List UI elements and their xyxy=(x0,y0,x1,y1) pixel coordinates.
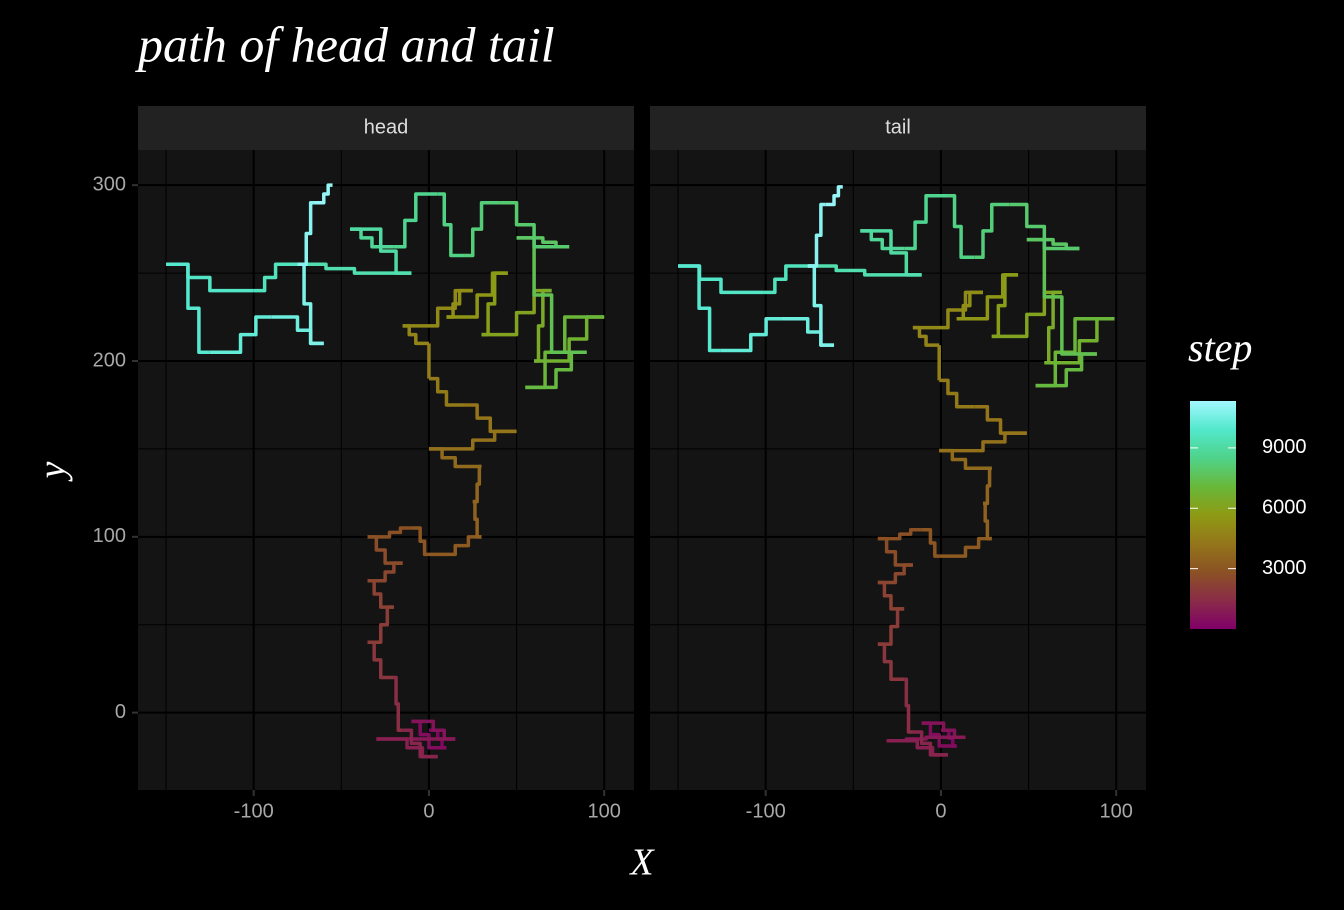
path-segment xyxy=(904,193,948,251)
x-tick-label: 100 xyxy=(1100,800,1133,822)
path-segment xyxy=(166,262,210,354)
path-segment xyxy=(720,317,782,353)
panel xyxy=(650,150,1146,790)
path-segment xyxy=(877,528,922,541)
path-segment xyxy=(939,378,975,409)
path-segment xyxy=(763,264,808,295)
legend-title: step xyxy=(1188,325,1252,370)
path-segment xyxy=(402,728,438,759)
path-segment xyxy=(678,264,721,353)
facet-label: head xyxy=(364,116,409,138)
path-segment xyxy=(904,677,913,734)
path-segment xyxy=(807,264,922,277)
chart-title: path of head and tail xyxy=(135,16,555,72)
path-segment xyxy=(393,675,403,732)
path-segment xyxy=(499,200,570,249)
path-segment xyxy=(393,192,438,249)
path-segment xyxy=(947,193,975,260)
path-segment xyxy=(463,200,500,258)
path-segment xyxy=(209,315,272,354)
colorbar-tick-label: 3000 xyxy=(1262,557,1307,579)
x-tick-label: 0 xyxy=(423,800,434,822)
path-segment xyxy=(428,535,482,557)
facet-label: tail xyxy=(885,116,911,138)
path-segment xyxy=(1009,202,1080,251)
path-segment xyxy=(297,262,412,275)
x-tick-label: -100 xyxy=(234,800,274,822)
x-tick-label: 100 xyxy=(588,800,621,822)
path-segment xyxy=(807,202,826,268)
path-segment xyxy=(297,200,316,267)
path-segment xyxy=(825,185,843,207)
x-tick-label: -100 xyxy=(746,800,786,822)
path-segment xyxy=(974,404,1027,435)
x-tick-label: 0 xyxy=(935,800,946,822)
path-segment xyxy=(253,262,298,293)
y-tick-label: 0 xyxy=(115,701,126,723)
path-segment xyxy=(912,730,948,757)
y-tick-label: 300 xyxy=(93,173,126,195)
colorbar-tick-label: 6000 xyxy=(1262,497,1307,519)
path-segment xyxy=(481,288,552,337)
facet-strip xyxy=(138,106,634,150)
path-segment xyxy=(315,183,333,205)
path-segment xyxy=(367,526,412,539)
panel xyxy=(138,150,634,790)
path-segment xyxy=(411,526,429,557)
y-tick-label: 100 xyxy=(93,525,126,547)
x-axis-label: X xyxy=(628,842,655,884)
path-segment xyxy=(428,376,464,407)
path-segment xyxy=(437,192,464,258)
path-segment xyxy=(921,528,940,558)
path-segment xyxy=(939,536,992,558)
colorbar-tick-label: 9000 xyxy=(1262,436,1307,458)
path-segment xyxy=(974,202,1010,260)
colorbar xyxy=(1190,401,1236,629)
facet-strip xyxy=(650,106,1146,150)
path-segment xyxy=(463,403,517,434)
y-tick-label: 200 xyxy=(93,349,126,371)
y-axis-label: y xyxy=(32,461,74,482)
path-segment xyxy=(991,290,1062,339)
